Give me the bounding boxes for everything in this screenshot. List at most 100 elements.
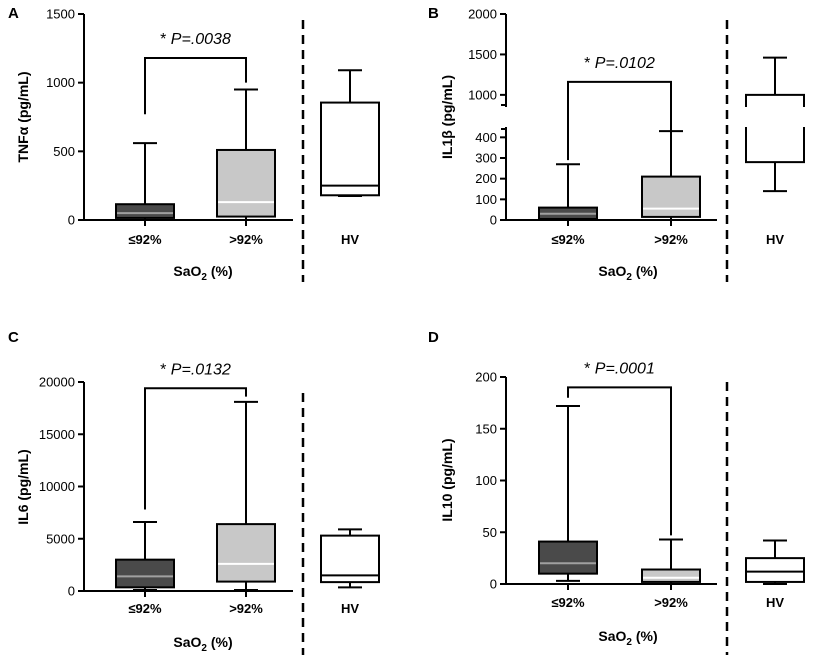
box-iqr xyxy=(320,101,380,197)
y-tick-label: 100 xyxy=(475,192,497,207)
panel-c: C 0 5000 10000 15000 20000 ≤92% >92% HV IL6 (pg/m… xyxy=(8,329,380,655)
y-tick-label: 2000 xyxy=(468,7,497,22)
y-tick-label: 10000 xyxy=(39,479,75,494)
x-axis-label-unit: (%) xyxy=(207,263,233,279)
y-tick-label: 1000 xyxy=(468,87,497,102)
box-gt92 xyxy=(641,130,701,221)
category-label: ≤92% xyxy=(551,232,585,247)
y-tick-label: 400 xyxy=(475,130,497,145)
p-value-text: P=.0038 xyxy=(171,31,231,48)
box-gt92 xyxy=(216,88,276,221)
panel-b: B 0 100 200 300 400 1000 1500 2000 ≤92% >92% HV IL1β… xyxy=(428,5,805,283)
box-iqr xyxy=(115,558,175,589)
box-le92 xyxy=(115,142,175,221)
y-tick-label: 5000 xyxy=(46,531,75,546)
panel-letter: A xyxy=(8,5,19,22)
p-value-star: * xyxy=(160,361,171,378)
x-axis-label: SaO2 (%) xyxy=(173,634,232,654)
y-tick-label: 1500 xyxy=(468,47,497,62)
p-value-annotation: * P=.0102 xyxy=(584,55,655,72)
y-tick-label: 0 xyxy=(68,213,75,228)
x-axis-label: SaO2 (%) xyxy=(598,628,657,648)
box-gt92 xyxy=(641,538,701,585)
y-tick-label: 500 xyxy=(53,144,75,159)
p-value-star: * xyxy=(160,31,171,48)
y-tick-label: 200 xyxy=(475,370,497,385)
p-value-star: * xyxy=(584,55,595,72)
x-axis-label-subscript: 2 xyxy=(201,643,207,654)
y-tick-label: 50 xyxy=(483,525,497,540)
category-label: ≤92% xyxy=(128,601,162,616)
y-tick-label: 200 xyxy=(475,171,497,186)
panel-letter: B xyxy=(428,5,439,22)
box-le92 xyxy=(115,521,175,591)
p-value-text: P=.0001 xyxy=(595,360,655,377)
box-le92 xyxy=(538,163,598,221)
panel-letter: D xyxy=(428,329,439,346)
x-axis-label: SaO2 (%) xyxy=(598,263,657,283)
significance-bracket xyxy=(567,386,672,536)
y-tick-label: 0 xyxy=(490,577,497,592)
box-lower-part xyxy=(745,127,805,164)
x-axis-label-unit: (%) xyxy=(207,634,233,650)
x-axis-label-main: SaO xyxy=(173,634,201,650)
y-tick-label: 0 xyxy=(68,584,75,599)
x-axis-label-main: SaO xyxy=(173,263,201,279)
p-value-annotation: * P=.0132 xyxy=(160,361,231,378)
x-axis-label-unit: (%) xyxy=(632,263,658,279)
x-axis-label-subscript: 2 xyxy=(626,272,632,283)
x-axis-label: SaO2 (%) xyxy=(173,263,232,283)
y-axis-label: IL6 (pg/mL) xyxy=(15,449,31,524)
box-iqr xyxy=(216,148,276,218)
category-label: HV xyxy=(341,601,359,616)
category-label: HV xyxy=(766,595,784,610)
category-label: HV xyxy=(341,232,359,247)
y-tick-label: 150 xyxy=(475,421,497,436)
y-tick-label: 20000 xyxy=(39,375,75,390)
category-label: >92% xyxy=(654,595,688,610)
box-iqr xyxy=(216,523,276,583)
y-axis-label: IL1β (pg/mL) xyxy=(439,75,455,159)
box-iqr xyxy=(641,175,701,218)
box-iqr xyxy=(745,557,805,583)
box-hv xyxy=(320,69,380,197)
x-axis-label-main: SaO xyxy=(598,263,626,279)
x-axis-label-subscript: 2 xyxy=(201,272,207,283)
x-axis-label-main: SaO xyxy=(598,628,626,644)
significance-bracket xyxy=(144,56,247,115)
y-axis-label: TNFα (pg/mL) xyxy=(15,71,31,162)
y-tick-label: 1500 xyxy=(46,7,75,22)
p-value-star: * xyxy=(584,360,595,377)
box-hv xyxy=(745,539,805,585)
p-value-text: P=.0132 xyxy=(171,361,231,378)
category-label: ≤92% xyxy=(128,232,162,247)
p-value-text: P=.0102 xyxy=(595,55,655,72)
category-label: >92% xyxy=(229,601,263,616)
box-iqr xyxy=(538,540,598,575)
x-axis-label-unit: (%) xyxy=(632,628,658,644)
category-label: >92% xyxy=(654,232,688,247)
panel-a: A 0 500 1000 1500 ≤92% >92% HV TNFα (pg/mL) SaO2 … xyxy=(8,5,380,283)
significance-bracket xyxy=(567,80,672,161)
y-axis-label: IL10 (pg/mL) xyxy=(439,438,455,521)
panel-d: D 0 50 100 150 200 ≤92% >92% HV IL10 (pg/mL) SaO2 … xyxy=(428,329,805,655)
category-label: HV xyxy=(766,232,784,247)
box-le92 xyxy=(538,404,598,582)
p-value-annotation: * P=.0038 xyxy=(160,31,231,48)
box-upper-part xyxy=(745,93,805,107)
y-tick-label: 300 xyxy=(475,151,497,166)
category-label: ≤92% xyxy=(551,595,585,610)
box-hv xyxy=(745,56,805,193)
box-gt92 xyxy=(216,400,276,591)
category-label: >92% xyxy=(229,232,263,247)
y-tick-label: 15000 xyxy=(39,427,75,442)
p-value-annotation: * P=.0001 xyxy=(584,360,655,377)
x-axis-label-subscript: 2 xyxy=(626,637,632,648)
y-tick-label: 0 xyxy=(490,213,497,228)
box-hv xyxy=(320,528,380,589)
y-tick-label: 1000 xyxy=(46,75,75,90)
significance-bracket xyxy=(144,387,247,510)
y-tick-label: 100 xyxy=(475,473,497,488)
box-iqr xyxy=(115,203,175,219)
